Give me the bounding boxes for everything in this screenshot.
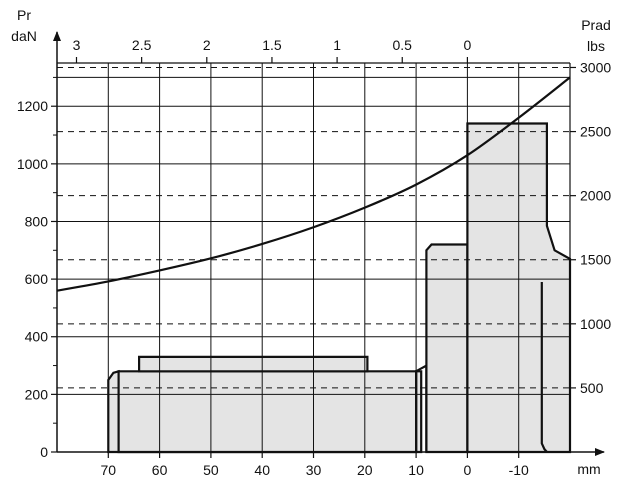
right-tick-label: 1500 [580,252,611,268]
top-tick-label: 2 [203,37,211,53]
left-axis-label-line2: daN [11,28,37,44]
shaded-area-group [107,122,572,454]
left-tick-label: 800 [25,213,49,229]
shaded-region-3 [138,355,369,373]
top-tick-label: 0 [464,37,472,53]
right-tick-label: 500 [580,380,604,396]
tick-label-group: 0200400600800100012005001000150020002500… [17,37,612,478]
left-tick-label: 200 [25,386,49,402]
right-tick-label: 3000 [580,59,611,75]
right-tick-label: 2500 [580,124,611,140]
top-tick-label: 2.5 [132,37,152,53]
shaded-region-2 [117,370,418,454]
bottom-tick-label: 0 [464,462,472,478]
outline-group [415,282,548,453]
right-tick-label: 1000 [580,316,611,332]
top-tick-label: 3 [73,37,81,53]
axes-group [51,31,605,458]
bottom-tick-label: 60 [152,462,168,478]
bottom-tick-label: 40 [254,462,270,478]
outline-line [415,363,428,452]
bottom-tick-label: 30 [306,462,322,478]
outline-line [540,282,548,453]
left-tick-label: 0 [40,444,48,460]
top-tick-label: 0.5 [393,37,413,53]
bottom-tick-label: 20 [357,462,373,478]
bottom-axis-unit-label: mm [577,461,600,477]
bottom-tick-label: 10 [408,462,424,478]
bottom-tick-label: 50 [203,462,219,478]
grid-group [57,63,570,452]
top-tick-label: 1.5 [262,37,282,53]
shaded-region-4 [425,243,469,454]
left-tick-label: 400 [25,329,49,345]
right-tick-label: 2000 [580,188,611,204]
curve-group [56,76,571,292]
bottom-tick-label: -10 [509,462,529,478]
force-curve [56,76,571,292]
left-tick-label: 1200 [17,98,48,114]
top-tick-label: 1 [333,37,341,53]
bottom-tick-label: 70 [101,462,117,478]
right-axis-label-line2: lbs [587,38,605,54]
left-axis-label-line1: Pr [17,7,31,23]
left-tick-label: 600 [25,271,49,287]
right-axis-label-line1: Prad [581,17,611,33]
left-tick-label: 1000 [17,156,48,172]
